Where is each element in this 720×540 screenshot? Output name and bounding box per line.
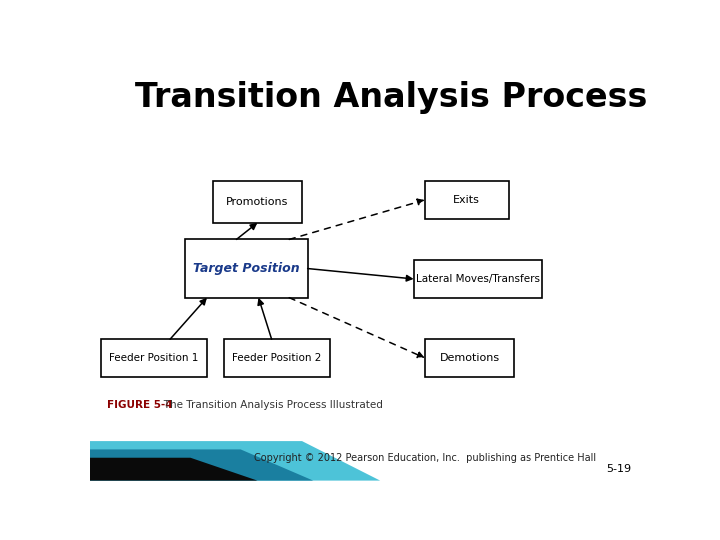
Text: The Transition Analysis Process Illustrated: The Transition Analysis Process Illustra…: [154, 400, 383, 409]
Text: Exits: Exits: [453, 195, 480, 205]
Text: Feeder Position 1: Feeder Position 1: [109, 353, 199, 363]
Text: Target Position: Target Position: [193, 262, 300, 275]
Polygon shape: [90, 449, 313, 481]
Bar: [185, 239, 307, 298]
Bar: [224, 339, 330, 377]
Text: Transition Analysis Process: Transition Analysis Process: [135, 82, 647, 114]
Bar: [101, 339, 207, 377]
Polygon shape: [90, 458, 258, 481]
Text: Lateral Moves/Transfers: Lateral Moves/Transfers: [416, 274, 540, 284]
Text: 5-19: 5-19: [606, 464, 631, 474]
Text: Copyright © 2012 Pearson Education, Inc.  publishing as Prentice Hall: Copyright © 2012 Pearson Education, Inc.…: [253, 453, 596, 463]
Text: Promotions: Promotions: [226, 197, 289, 207]
Bar: [413, 260, 542, 298]
Bar: [213, 181, 302, 223]
Polygon shape: [90, 441, 380, 481]
Text: FIGURE 5-4: FIGURE 5-4: [107, 400, 172, 409]
Bar: [425, 339, 514, 377]
Text: Feeder Position 2: Feeder Position 2: [233, 353, 322, 363]
Text: Demotions: Demotions: [439, 353, 500, 363]
Bar: [425, 181, 508, 219]
